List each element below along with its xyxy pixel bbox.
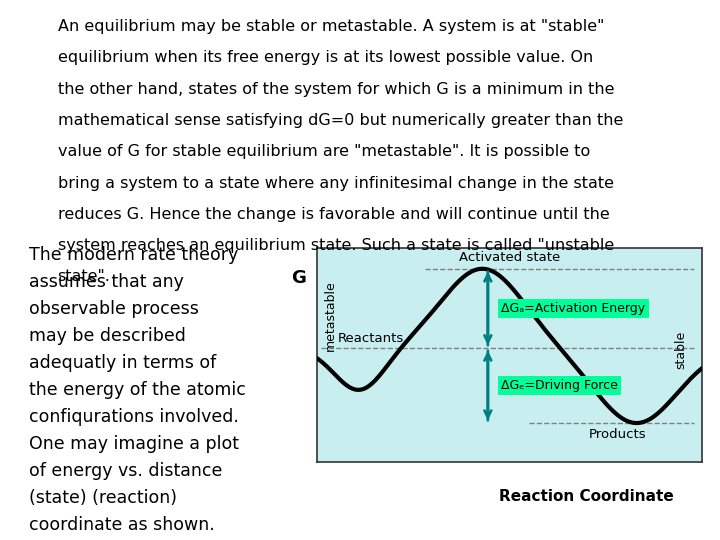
Text: ΔGₐ=Activation Energy: ΔGₐ=Activation Energy bbox=[501, 302, 645, 315]
Text: system reaches an equilibrium state. Such a state is called "unstable: system reaches an equilibrium state. Suc… bbox=[58, 238, 614, 253]
Text: the energy of the atomic: the energy of the atomic bbox=[29, 381, 246, 399]
Text: adequatly in terms of: adequatly in terms of bbox=[29, 354, 216, 372]
Text: bring a system to a state where any infinitesimal change in the state: bring a system to a state where any infi… bbox=[58, 176, 613, 191]
Text: stable: stable bbox=[675, 331, 688, 369]
Text: value of G for stable equilibrium are "metastable". It is possible to: value of G for stable equilibrium are "m… bbox=[58, 144, 590, 159]
Text: may be described: may be described bbox=[29, 327, 186, 345]
Text: metastable: metastable bbox=[324, 280, 337, 351]
Text: mathematical sense satisfying dG=0 but numerically greater than the: mathematical sense satisfying dG=0 but n… bbox=[58, 113, 623, 128]
Text: of energy vs. distance: of energy vs. distance bbox=[29, 462, 222, 480]
Text: reduces G. Hence the change is favorable and will continue until the: reduces G. Hence the change is favorable… bbox=[58, 207, 609, 222]
Text: Products: Products bbox=[588, 428, 646, 441]
Text: Activated state: Activated state bbox=[459, 251, 560, 264]
Text: the other hand, states of the system for which G is a minimum in the: the other hand, states of the system for… bbox=[58, 82, 614, 97]
Text: The modern rate theory: The modern rate theory bbox=[29, 246, 238, 264]
Text: ΔGₑ=Driving Force: ΔGₑ=Driving Force bbox=[501, 379, 618, 392]
Text: (state) (reaction): (state) (reaction) bbox=[29, 489, 177, 507]
Text: observable process: observable process bbox=[29, 300, 199, 318]
Text: assumes that any: assumes that any bbox=[29, 273, 184, 291]
Text: coordinate as shown.: coordinate as shown. bbox=[29, 516, 215, 534]
Text: confiqurations involved.: confiqurations involved. bbox=[29, 408, 238, 426]
Text: G: G bbox=[292, 269, 306, 287]
Text: An equilibrium may be stable or metastable. A system is at "stable": An equilibrium may be stable or metastab… bbox=[58, 19, 604, 34]
Text: Reactants: Reactants bbox=[338, 332, 404, 345]
Text: Reaction Coordinate: Reaction Coordinate bbox=[500, 489, 674, 504]
Text: One may imagine a plot: One may imagine a plot bbox=[29, 435, 239, 453]
Text: equilibrium when its free energy is at its lowest possible value. On: equilibrium when its free energy is at i… bbox=[58, 50, 593, 65]
Text: state".: state". bbox=[58, 269, 110, 285]
